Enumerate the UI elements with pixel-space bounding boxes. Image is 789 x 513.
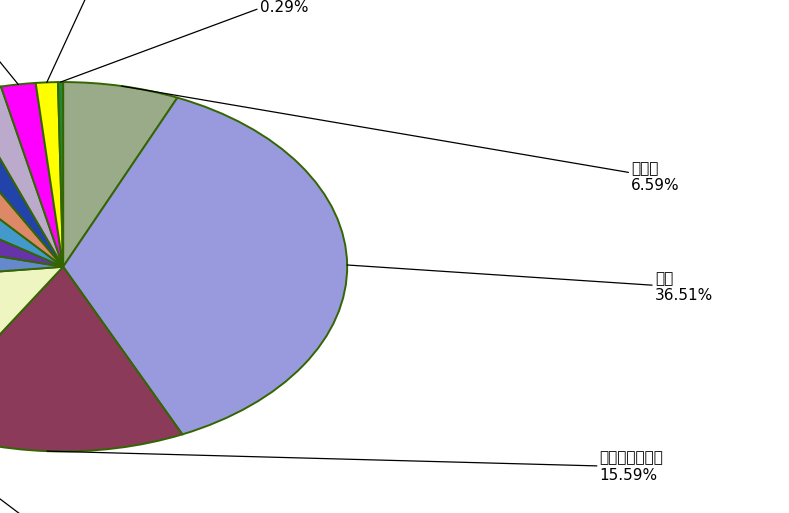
Wedge shape [58,82,63,267]
Wedge shape [0,105,63,267]
Wedge shape [36,82,63,267]
Text: 現金等
6.59%: 現金等 6.59% [122,86,680,193]
Wedge shape [0,267,182,451]
Text: 米国
36.51%: 米国 36.51% [347,265,713,304]
Wedge shape [0,127,63,267]
Wedge shape [63,97,347,435]
Wedge shape [0,165,63,267]
Wedge shape [1,83,63,267]
Text: オランダ
1.97%: オランダ 1.97% [0,0,18,85]
Wedge shape [0,94,63,267]
Text: カナダ
14.51%: カナダ 14.51% [0,366,124,513]
Wedge shape [0,267,63,425]
Text: 香港
1.25%: 香港 1.25% [47,0,119,83]
Wedge shape [0,222,63,287]
Wedge shape [0,87,63,267]
Text: スペイン
0.29%: スペイン 0.29% [61,0,308,82]
Wedge shape [63,82,178,267]
Text: オーストラリア
15.59%: オーストラリア 15.59% [47,450,664,483]
